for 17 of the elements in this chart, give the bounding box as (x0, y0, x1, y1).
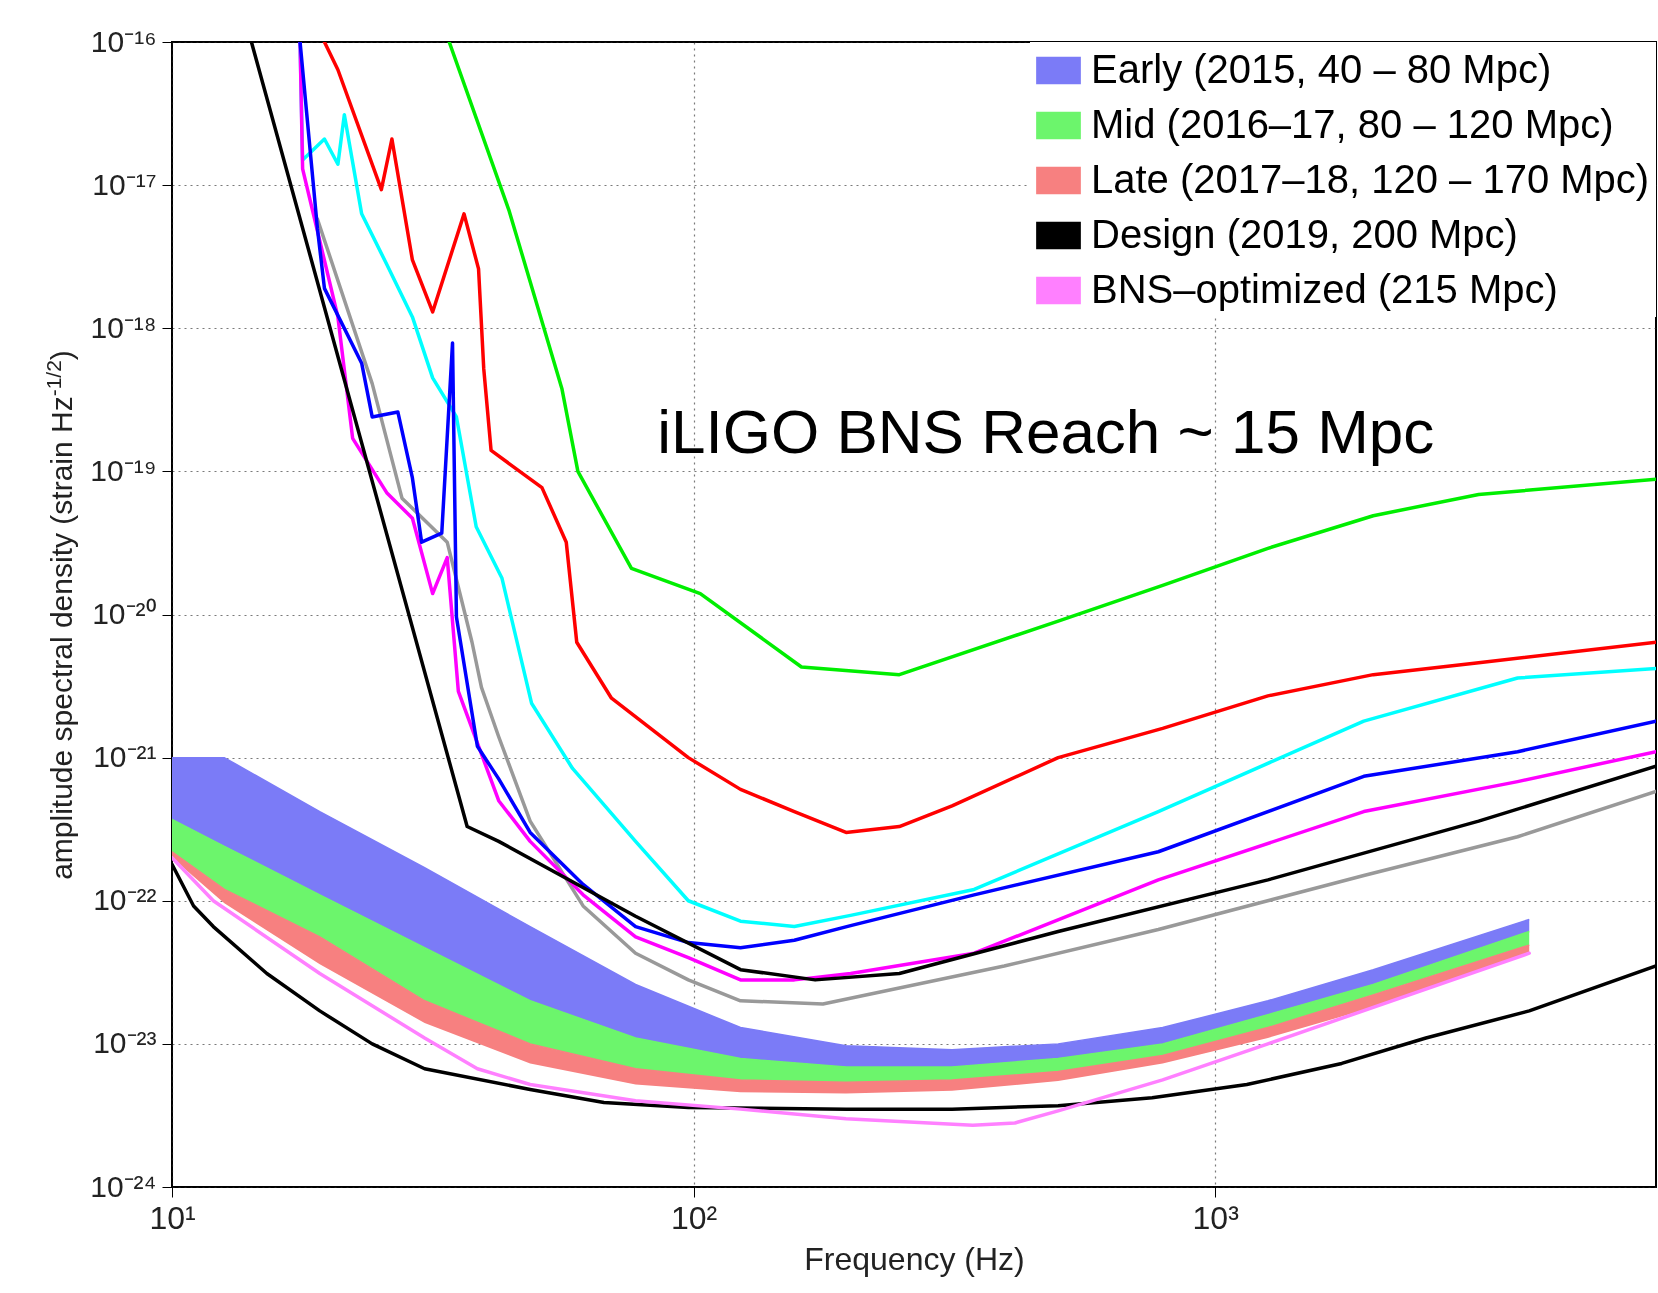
legend-label: Early (2015, 40 – 80 Mpc) (1091, 46, 1552, 91)
y-tick-label: 10⁻¹⁶ (90, 24, 157, 58)
x-axis-title: Frequency (Hz) (804, 1240, 1025, 1277)
y-tick-label: 10⁻²² (93, 883, 157, 917)
x-tick-label: 10² (670, 1199, 718, 1236)
y-tick-label: 10⁻¹⁷ (92, 167, 157, 201)
legend-label: Design (2019, 200 Mpc) (1091, 211, 1518, 256)
y-tick-label: 10⁻¹⁹ (90, 453, 157, 487)
legend-label: Mid (2016–17, 80 – 120 Mpc) (1091, 101, 1614, 146)
legend-label: BNS–optimized (215 Mpc) (1091, 266, 1558, 311)
y-tick-label: 10⁻²³ (93, 1026, 157, 1060)
y-tick-label: 10⁻²¹ (93, 740, 157, 774)
y-tick-label: 10⁻¹⁸ (90, 310, 157, 344)
y-tick-label: 10⁻²⁰ (92, 597, 157, 630)
legend-label: Late (2017–18, 120 – 170 Mpc) (1091, 156, 1650, 201)
annotation: iLIGO BNS Reach ~ 15 Mpc (657, 397, 1435, 466)
x-tick-label: 10³ (1192, 1199, 1240, 1236)
